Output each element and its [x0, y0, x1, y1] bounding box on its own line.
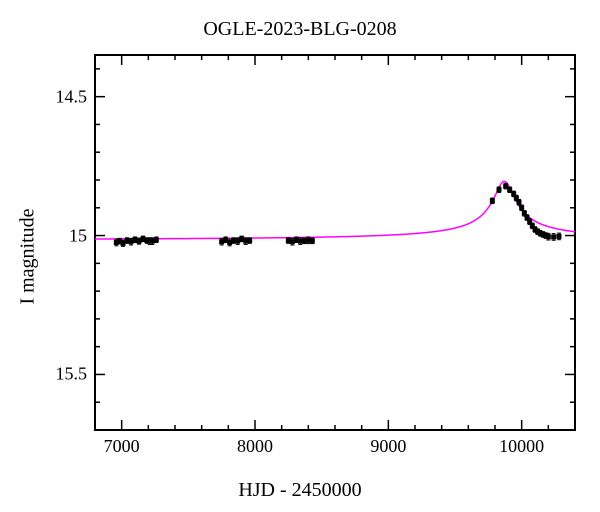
- chart-container: OGLE-2023-BLG-0208 I magnitude HJD - 245…: [0, 0, 600, 512]
- x-tick-label: 8000: [237, 436, 273, 457]
- x-tick-label: 9000: [370, 436, 406, 457]
- y-tick-label: 15: [45, 225, 87, 246]
- y-tick-label: 14.5: [45, 86, 87, 107]
- x-tick-label: 10000: [499, 436, 544, 457]
- x-tick-label: 7000: [104, 436, 140, 457]
- y-tick-label: 15.5: [45, 364, 87, 385]
